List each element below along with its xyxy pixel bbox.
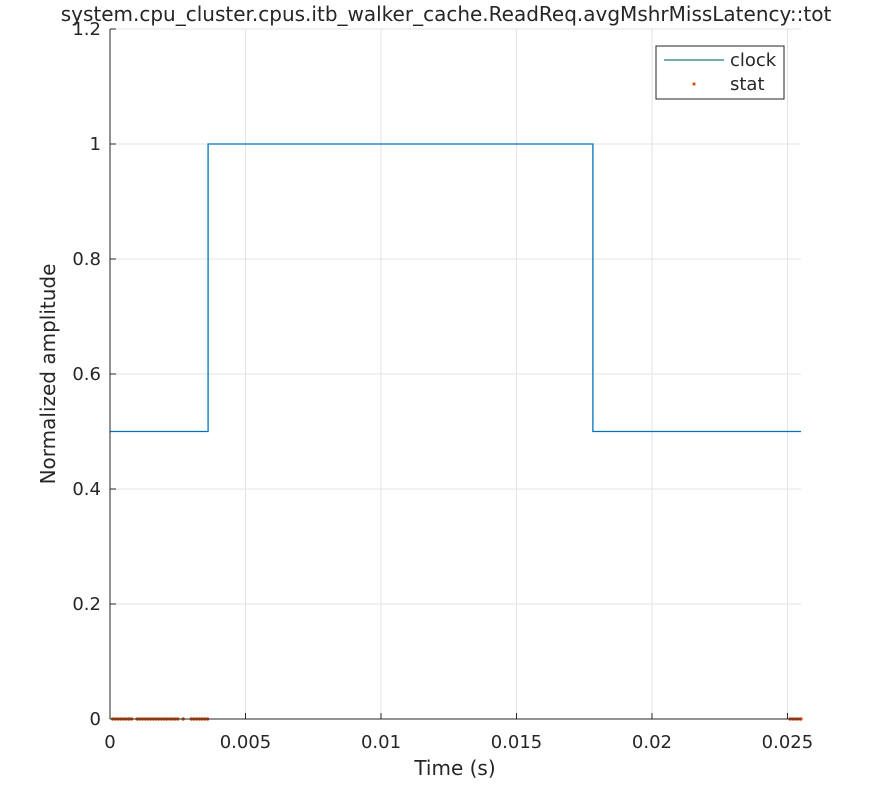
- legend-stat-swatch: [692, 82, 696, 86]
- y-tick-label: 1.2: [72, 19, 101, 40]
- x-tick-label: 0: [104, 732, 115, 753]
- x-tick-label: 0.025: [762, 732, 814, 753]
- x-tick-label: 0.02: [632, 732, 672, 753]
- chart-title: system.cpu_cluster.cpus.itb_walker_cache…: [61, 2, 832, 26]
- series-clock-line: [110, 143, 801, 433]
- y-tick-label: 0.6: [72, 364, 101, 385]
- legend-clock-label: clock: [730, 50, 777, 71]
- legend: clock stat: [655, 45, 785, 100]
- y-tick-label: 0.2: [72, 594, 101, 615]
- x-tick-label: 0.015: [491, 732, 543, 753]
- x-axis-label: Time (s): [413, 756, 495, 780]
- y-tick-label: 0.4: [72, 479, 101, 500]
- y-tick-label: 0: [90, 709, 101, 730]
- legend-box: [655, 45, 785, 100]
- x-tick-label: 0.005: [220, 732, 272, 753]
- y-tick-label: 1: [90, 134, 101, 155]
- y-tick-label: 0.8: [72, 249, 101, 270]
- y-axis-label: Normalized amplitude: [36, 264, 60, 485]
- x-tick-label: 0.01: [361, 732, 401, 753]
- legend-stat-label: stat: [730, 74, 765, 95]
- plot-area: [110, 143, 803, 721]
- axes: 0 0.005 0.01 0.015 0.02 0.025 0 0.2 0.4 0.6 0.8 1 1.…: [72, 19, 813, 753]
